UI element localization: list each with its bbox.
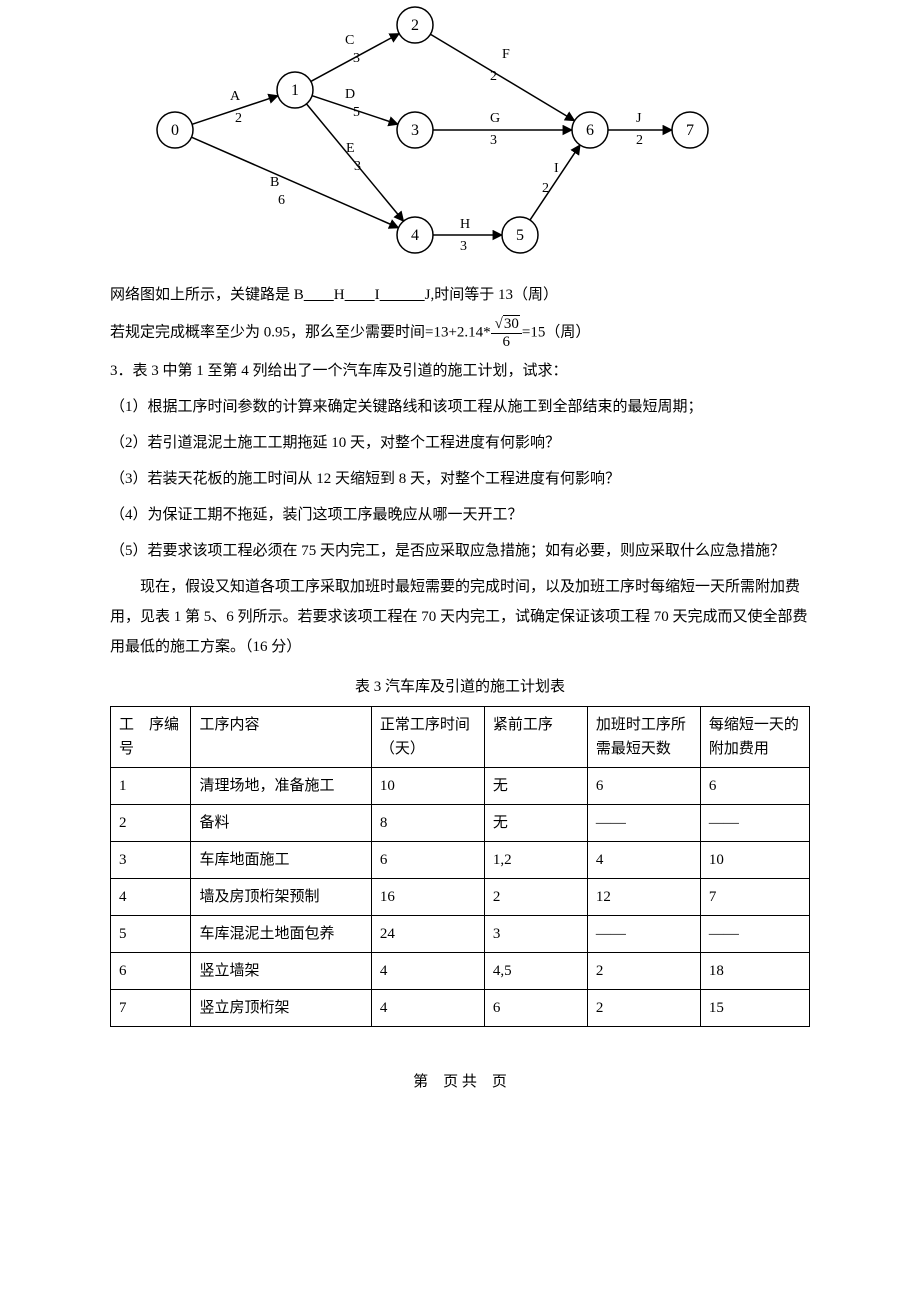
table-header-row: 工 序编号 工序内容 正常工序时间（天） 紧前工序 加班时工序所需最短天数 每缩… [111, 707, 810, 768]
edge-weight-E: 3 [354, 159, 361, 174]
table-row: 5车库混泥土地面包养243———— [111, 916, 810, 953]
edge-label-C: C [345, 33, 354, 48]
edge-0-4 [191, 137, 398, 228]
edge-weight-A: 2 [235, 111, 242, 126]
table-row: 2备料8无———— [111, 805, 810, 842]
th-cost: 每缩短一天的附加费用 [700, 707, 809, 768]
table-cell: 7 [700, 879, 809, 916]
node-label-0: 0 [171, 122, 179, 139]
edge-weight-B: 6 [278, 193, 285, 208]
table-cell: 1 [111, 768, 191, 805]
table-cell: 6 [484, 990, 587, 1027]
table-cell: 4,5 [484, 953, 587, 990]
page-footer: 第 页 共 页 [110, 1067, 810, 1097]
edge-label-F: F [502, 47, 510, 62]
table-cell: 1,2 [484, 842, 587, 879]
table-cell: 3 [111, 842, 191, 879]
edge-weight-I: 2 [542, 181, 549, 196]
table-cell: 24 [371, 916, 484, 953]
edge-5-6 [530, 145, 580, 220]
table-cell: 4 [111, 879, 191, 916]
table-cell: 18 [700, 953, 809, 990]
table-cell: 6 [587, 768, 700, 805]
subquestion-4: （4）为保证工期不拖延，装门这项工序最晚应从哪一天开工？ [110, 500, 810, 530]
edge-weight-J: 2 [636, 133, 643, 148]
table-cell: 3 [484, 916, 587, 953]
table-cell: 4 [587, 842, 700, 879]
th-content: 工序内容 [191, 707, 371, 768]
table-cell: 4 [371, 990, 484, 1027]
table-cell: —— [700, 805, 809, 842]
node-label-5: 5 [516, 227, 524, 244]
table-cell: 车库混泥土地面包养 [191, 916, 371, 953]
table-cell: —— [587, 916, 700, 953]
edge-label-G: G [490, 111, 500, 126]
table-row: 1清理场地，准备施工10无66 [111, 768, 810, 805]
table-cell: 5 [111, 916, 191, 953]
table-cell: 无 [484, 805, 587, 842]
table-cell: 6 [371, 842, 484, 879]
edge-label-D: D [345, 87, 355, 102]
table-cell: 12 [587, 879, 700, 916]
table-cell: —— [587, 805, 700, 842]
critical-path-text: 网络图如上所示，关键路是 B H I J,时间等于 13（周） [110, 280, 810, 310]
question-3-intro: 3．表 3 中第 1 至第 4 列给出了一个汽车库及引道的施工计划，试求： [110, 356, 810, 386]
table-cell: —— [700, 916, 809, 953]
table-cell: 墙及房顶桁架预制 [191, 879, 371, 916]
table-title: 表 3 汽车库及引道的施工计划表 [110, 672, 810, 702]
schedule-table: 工 序编号 工序内容 正常工序时间（天） 紧前工序 加班时工序所需最短天数 每缩… [110, 706, 810, 1027]
th-normal-time: 正常工序时间（天） [371, 707, 484, 768]
probability-formula-text: 若规定完成概率至少为 0.95，那么至少需要时间=13+2.14*306=15（… [110, 316, 810, 350]
node-label-2: 2 [411, 17, 419, 34]
table-cell: 2 [587, 990, 700, 1027]
table-cell: 清理场地，准备施工 [191, 768, 371, 805]
table-cell: 10 [700, 842, 809, 879]
extra-assumption-text: 现在，假设又知道各项工序采取加班时最短需要的完成时间，以及加班工序时每缩短一天所… [110, 572, 810, 662]
edge-label-B: B [270, 175, 279, 190]
table-cell: 竖立墙架 [191, 953, 371, 990]
table-cell: 6 [111, 953, 191, 990]
table-cell: 备料 [191, 805, 371, 842]
node-label-4: 4 [411, 227, 419, 244]
table-row: 6竖立墙架44,5218 [111, 953, 810, 990]
node-label-6: 6 [586, 122, 594, 139]
table-row: 7竖立房顶桁架46215 [111, 990, 810, 1027]
table-cell: 15 [700, 990, 809, 1027]
network-diagram: A2C3D5E3B6F2G3H3I2J2 01234567 [150, 0, 810, 270]
subquestion-2: （2）若引道混泥土施工工期拖延 10 天，对整个工程进度有何影响？ [110, 428, 810, 458]
table-cell: 10 [371, 768, 484, 805]
subquestion-5: （5）若要求该项工程必须在 75 天内完工，是否应采取应急措施；如有必要，则应采… [110, 536, 810, 566]
table-cell: 竖立房顶桁架 [191, 990, 371, 1027]
edge-weight-C: 3 [353, 51, 360, 66]
edge-label-H: H [460, 217, 470, 232]
edge-label-E: E [346, 141, 355, 156]
edge-label-I: I [554, 161, 559, 176]
node-label-1: 1 [291, 82, 299, 99]
subquestion-3: （3）若装天花板的施工时间从 12 天缩短到 8 天，对整个工程进度有何影响？ [110, 464, 810, 494]
edge-label-J: J [636, 111, 642, 126]
table-cell: 4 [371, 953, 484, 990]
th-crash-time: 加班时工序所需最短天数 [587, 707, 700, 768]
edge-weight-F: 2 [490, 69, 497, 84]
subquestion-1: （1）根据工序时间参数的计算来确定关键路线和该项工程从施工到全部结束的最短周期； [110, 392, 810, 422]
table-cell: 2 [111, 805, 191, 842]
table-cell: 车库地面施工 [191, 842, 371, 879]
table-row: 4墙及房顶桁架预制162127 [111, 879, 810, 916]
table-cell: 7 [111, 990, 191, 1027]
table-cell: 6 [700, 768, 809, 805]
table-cell: 8 [371, 805, 484, 842]
node-label-7: 7 [686, 122, 694, 139]
table-cell: 2 [484, 879, 587, 916]
table-cell: 无 [484, 768, 587, 805]
edge-weight-G: 3 [490, 133, 497, 148]
edge-label-A: A [230, 89, 241, 104]
table-cell: 2 [587, 953, 700, 990]
table-row: 3车库地面施工61,2410 [111, 842, 810, 879]
table-cell: 16 [371, 879, 484, 916]
node-label-3: 3 [411, 122, 419, 139]
th-id: 工 序编号 [111, 707, 191, 768]
th-predecessor: 紧前工序 [484, 707, 587, 768]
edge-weight-H: 3 [460, 239, 467, 254]
edge-weight-D: 5 [353, 105, 360, 120]
